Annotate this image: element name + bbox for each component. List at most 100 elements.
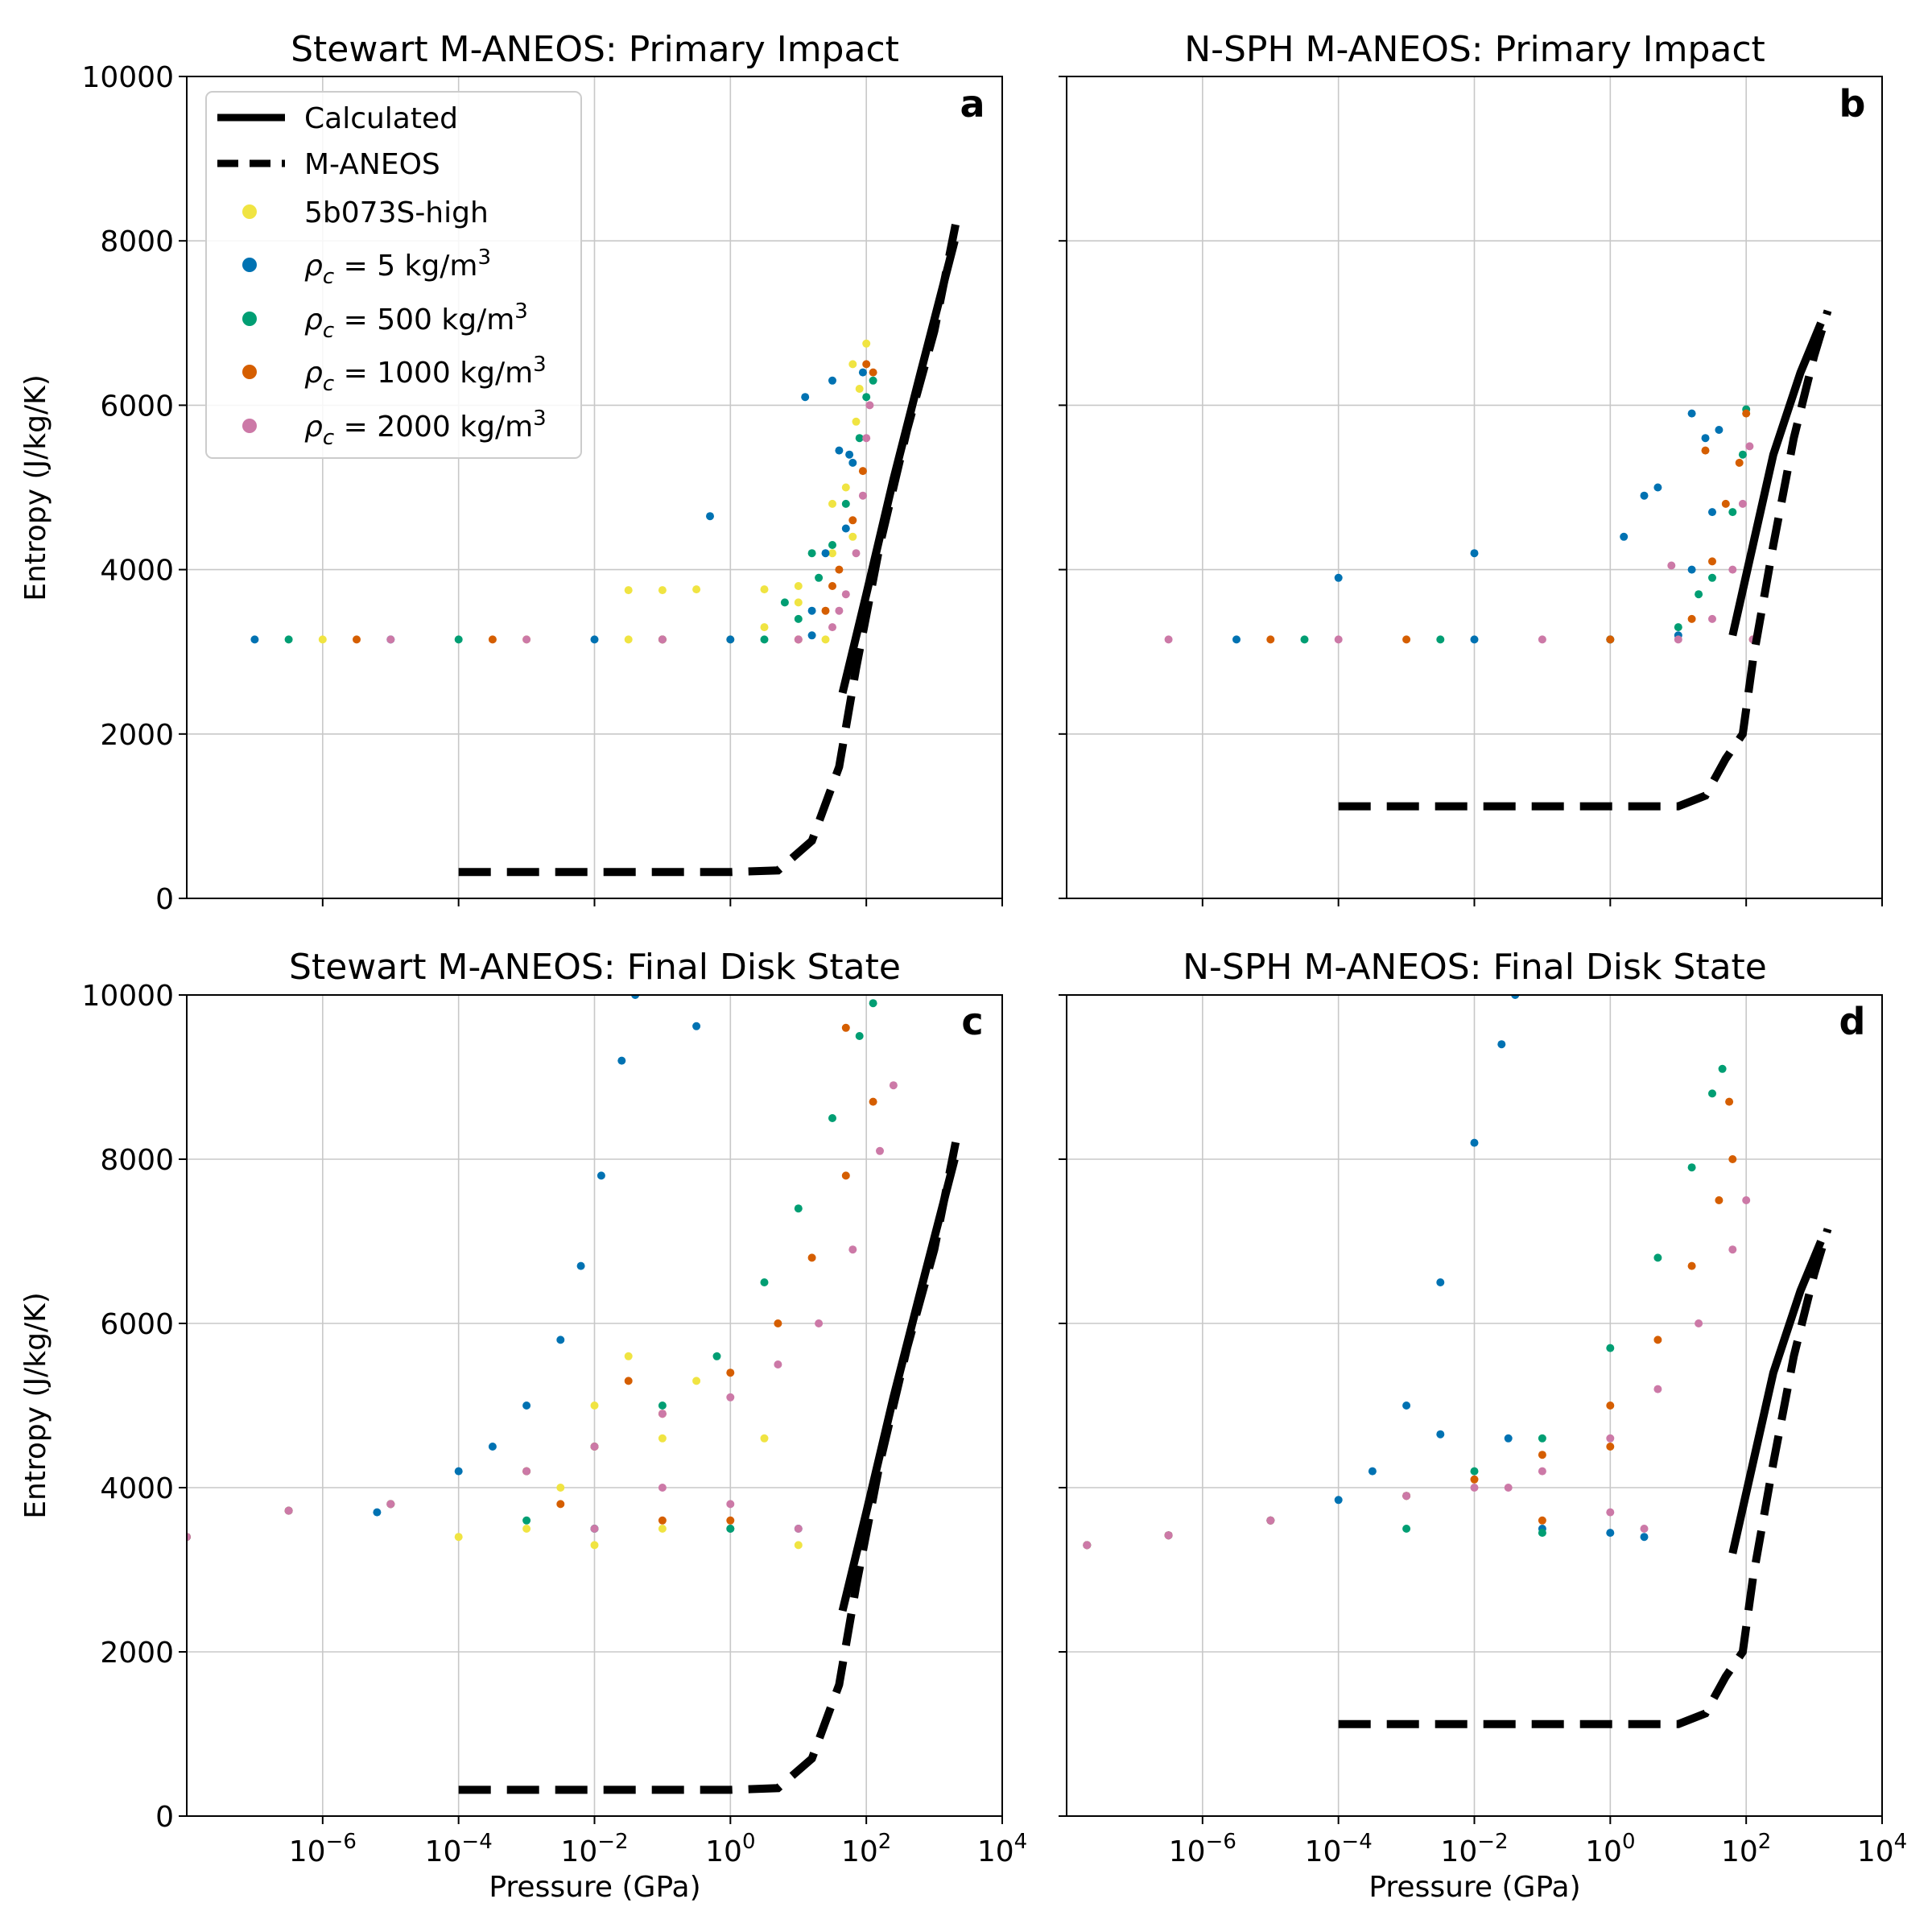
data-point: [373, 1508, 382, 1517]
data-point: [624, 635, 633, 644]
data-point: [835, 565, 844, 574]
data-point: [624, 1352, 633, 1360]
data-point: [353, 635, 361, 644]
y-axis-label: Entropy (J/kg/K): [19, 374, 52, 601]
data-point: [1368, 1467, 1377, 1476]
rho-symbol: ρ: [304, 250, 323, 283]
data-point: [1300, 635, 1309, 644]
data-point: [760, 585, 769, 594]
data-point: [556, 1500, 565, 1509]
data-point: [858, 467, 867, 476]
data-point: [841, 483, 850, 492]
data-point: [1708, 614, 1716, 623]
data-point: [807, 606, 816, 615]
data-point: [1538, 1516, 1546, 1525]
plot-area: [1059, 76, 1883, 906]
data-point: [1728, 508, 1737, 517]
plot-area: 10−6 10−4 10−2 100 102 104: [1059, 994, 1907, 1868]
series-rho2000: [1164, 442, 1757, 644]
data-point: [821, 635, 830, 644]
data-point: [454, 1467, 463, 1476]
data-point: [841, 524, 850, 533]
rho-symbol: ρ: [304, 303, 323, 336]
data-point: [1083, 1541, 1092, 1550]
data-point: [862, 339, 871, 348]
data-point: [658, 1525, 667, 1533]
series-rho2000: [1083, 1196, 1751, 1550]
data-point: [1653, 1385, 1662, 1393]
data-point: [848, 360, 857, 369]
data-point: [658, 1484, 667, 1492]
panel-letter: a: [960, 82, 985, 126]
data-point: [692, 1022, 701, 1030]
data-point: [1738, 499, 1747, 508]
data-point: [1606, 635, 1615, 644]
data-point: [1606, 1443, 1615, 1451]
data-point: [1334, 1496, 1343, 1505]
data-point: [1470, 1138, 1479, 1147]
data-point: [869, 368, 877, 377]
data-point: [855, 385, 864, 393]
rho500-text: = 500 kg/m: [334, 303, 514, 336]
plot-area: 10−6 10−4 10−2 100 102 104 0 2000 4000 6000 8000 10…: [81, 980, 1027, 1868]
data-point: [1708, 508, 1716, 517]
y-tick-label: 4000: [100, 555, 174, 588]
data-point: [1470, 1484, 1479, 1492]
data-point: [522, 1402, 531, 1410]
data-point: [726, 1516, 735, 1525]
rho-symbol: ρ: [304, 357, 323, 390]
data-point: [862, 360, 871, 369]
data-point: [862, 434, 871, 443]
data-point: [1708, 1089, 1716, 1098]
data-point: [1728, 1245, 1737, 1254]
x-tick-label: 10−4: [1305, 1830, 1373, 1868]
cube-superscript: 3: [533, 353, 547, 377]
data-point: [624, 1377, 633, 1385]
legend-rho1000-label: ρc = 1000 kg/m3: [304, 353, 547, 396]
data-point: [726, 635, 735, 644]
y-tick-label: 6000: [100, 390, 174, 423]
data-point: [1695, 1319, 1703, 1327]
data-point: [1402, 1492, 1411, 1501]
legend: Calculated M-ANEOS 5b073S-high ρc = 5 kg…: [205, 91, 582, 459]
m-aneos-curve: [1338, 309, 1832, 811]
calculated-curve: [838, 239, 959, 694]
data-point: [1667, 561, 1676, 570]
data-point: [386, 635, 395, 644]
data-point: [692, 585, 701, 594]
data-point: [590, 635, 599, 644]
data-point: [658, 586, 667, 595]
x-tick-label: 10−2: [560, 1830, 628, 1868]
data-point: [852, 417, 861, 426]
data-point: [590, 1541, 599, 1550]
data-point: [828, 582, 836, 590]
data-point: [845, 450, 854, 459]
data-point: [488, 1443, 497, 1451]
data-point: [454, 1533, 463, 1542]
data-point: [1606, 1529, 1615, 1538]
x-tick-label: 104: [977, 1830, 1027, 1868]
data-point: [794, 1525, 803, 1533]
y-tick-label: 4000: [100, 1472, 174, 1505]
x-tick-label: 10−6: [289, 1830, 357, 1868]
data-point: [865, 401, 874, 410]
data-point: [1470, 549, 1479, 558]
data-point: [1470, 1475, 1479, 1484]
data-point: [815, 1319, 824, 1327]
data-point: [780, 598, 789, 607]
rho5-text: = 5 kg/m: [334, 250, 477, 283]
data-point: [821, 606, 830, 615]
data-point: [1538, 1467, 1546, 1476]
data-point: [1606, 1402, 1615, 1410]
data-point: [726, 1500, 735, 1509]
data-point: [801, 393, 810, 402]
data-point: [590, 1402, 599, 1410]
x-tick-label: 102: [841, 1830, 891, 1868]
data-point: [760, 1434, 769, 1443]
data-point: [1674, 623, 1682, 632]
legend-rho500-marker: [242, 312, 257, 326]
legend-calculated-label: Calculated: [304, 102, 458, 135]
rho-subscript: c: [323, 426, 334, 450]
data-point: [841, 499, 850, 508]
data-point: [658, 1410, 667, 1418]
